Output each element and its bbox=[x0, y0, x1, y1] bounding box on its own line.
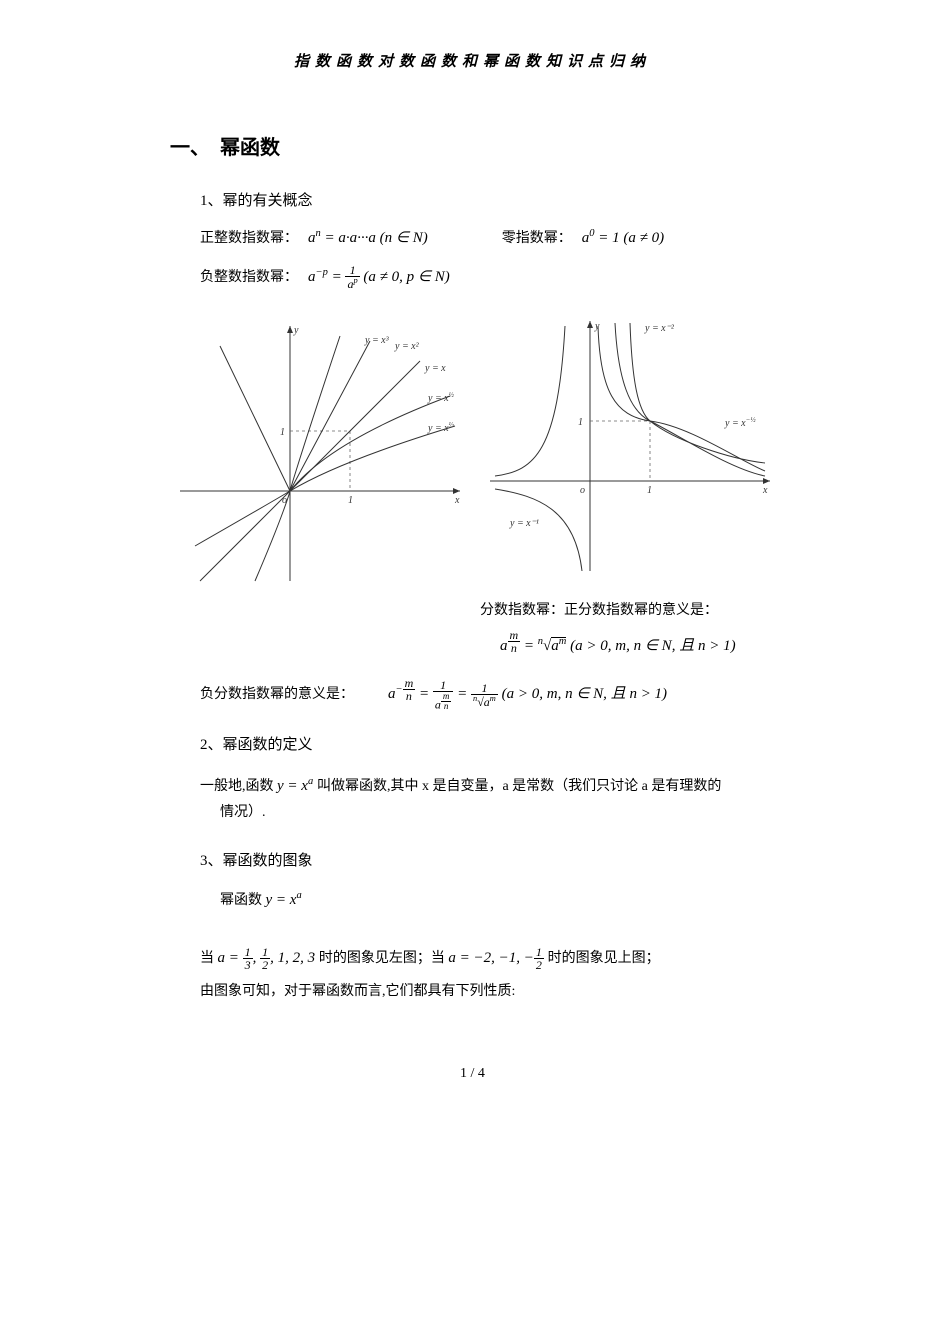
fig-right-origin: o bbox=[580, 485, 585, 496]
sub3-line3: 由图象可知，对于幂函数而言,它们都具有下列性质: bbox=[200, 979, 775, 1006]
neg-frac-formula: a−mn = 1amn = 1n√am (a > 0, m, n ∈ N, 且 … bbox=[388, 677, 667, 710]
sub3-line1: 幂函数 y = xa bbox=[220, 886, 775, 915]
sub3-line1a: 幂函数 bbox=[220, 893, 262, 908]
page-number: 1 / 4 bbox=[170, 1066, 775, 1082]
fig-right-c2: y = x−½ bbox=[724, 416, 756, 429]
sub3-line2a: 当 bbox=[200, 951, 214, 966]
sub3-line2c: 时的图象见上图； bbox=[548, 951, 660, 966]
zero-exp-label: 零指数幂： bbox=[502, 226, 572, 253]
figure-right: y x o 1 1 y = x⁻² y = x−½ y = x⁻¹ 分数指数幂：… bbox=[480, 311, 780, 665]
fig-left-c5: y = x⅓ bbox=[427, 421, 455, 434]
pos-int-label: 正整数指数幂： bbox=[200, 226, 298, 253]
sub3-vals-a: a = 13, 12, 1, 2, 3 bbox=[218, 950, 319, 966]
frac-exp-label: 分数指数幂：正分数指数幂的意义是： bbox=[480, 599, 780, 619]
sub3-line2b: 时的图象见左图；当 bbox=[319, 951, 445, 966]
subsection-1-title: 1、幂的有关概念 bbox=[200, 185, 775, 218]
figure-left-svg: y x o 1 1 y = x³ y = x² y = x y = x½ y =… bbox=[170, 311, 470, 591]
fig-right-c1: y = x⁻² bbox=[644, 323, 675, 334]
neg-frac-label: 负分数指数幂的意义是： bbox=[200, 682, 354, 709]
fig-right-y-label: y bbox=[594, 321, 600, 332]
fig-right-one-y: 1 bbox=[578, 417, 583, 428]
sub3-line1b: y = xa bbox=[266, 892, 302, 908]
fig-left-one-x: 1 bbox=[348, 495, 353, 506]
sub2-text2: 叫做幂函数,其中 x 是自变量，a 是常数（我们只讨论 a 是有理数的 bbox=[317, 779, 721, 794]
fig-left-one-y: 1 bbox=[280, 427, 285, 438]
figures-row: y x o 1 1 y = x³ y = x² y = x y = x½ y =… bbox=[170, 311, 775, 665]
neg-int-exp-row: 负整数指数幂： a−p = 1ap (a ≠ 0, p ∈ N) bbox=[200, 263, 775, 292]
frac-pos-formula: amn = n√am (a > 0, m, n ∈ N, 且 n > 1) bbox=[500, 629, 780, 655]
fig-right-c3: y = x⁻¹ bbox=[509, 518, 539, 529]
fig-left-c1: y = x³ bbox=[364, 335, 390, 346]
neg-int-label: 负整数指数幂： bbox=[200, 265, 298, 292]
page-header-title: 指数函数对数函数和幂函数知识点归纳 bbox=[170, 50, 775, 71]
section-heading: 一、 幂函数 bbox=[170, 131, 775, 160]
neg-frac-row: 负分数指数幂的意义是： a−mn = 1amn = 1n√am (a > 0, … bbox=[200, 677, 775, 710]
sub2-formula: y = xa bbox=[277, 778, 317, 794]
figure-left: y x o 1 1 y = x³ y = x² y = x y = x½ y =… bbox=[170, 311, 470, 665]
sub3-vals-b: a = −2, −1, −12 bbox=[448, 950, 547, 966]
pos-int-formula: an = a·a···a (n ∈ N) bbox=[308, 224, 428, 253]
fig-left-x-label: x bbox=[454, 495, 460, 506]
subsection-2-title: 2、幂函数的定义 bbox=[200, 729, 775, 762]
fig-left-y-label: y bbox=[293, 325, 299, 336]
fig-right-one-x: 1 bbox=[647, 485, 652, 496]
fig-left-c4: y = x½ bbox=[427, 391, 455, 404]
sub2-para: 一般地,函数 y = xa 叫做幂函数,其中 x 是自变量，a 是常数（我们只讨… bbox=[200, 772, 775, 801]
subsection-3-title: 3、幂函数的图象 bbox=[200, 845, 775, 878]
fig-left-c2: y = x² bbox=[394, 341, 420, 352]
sub2-text1: 一般地,函数 bbox=[200, 779, 274, 794]
fig-left-c3: y = x bbox=[424, 363, 446, 374]
pos-int-exp-row: 正整数指数幂： an = a·a···a (n ∈ N) 零指数幂： a0 = … bbox=[200, 224, 775, 253]
sub2-text3: 情况）. bbox=[220, 800, 775, 827]
neg-int-formula: a−p = 1ap (a ≠ 0, p ∈ N) bbox=[308, 263, 450, 292]
sub3-line2: 当 a = 13, 12, 1, 2, 3 时的图象见左图；当 a = −2, … bbox=[200, 944, 775, 973]
zero-exp-formula: a0 = 1 (a ≠ 0) bbox=[582, 224, 664, 253]
figure-right-svg: y x o 1 1 y = x⁻² y = x−½ y = x⁻¹ bbox=[480, 311, 780, 591]
fig-right-x-label: x bbox=[762, 485, 768, 496]
